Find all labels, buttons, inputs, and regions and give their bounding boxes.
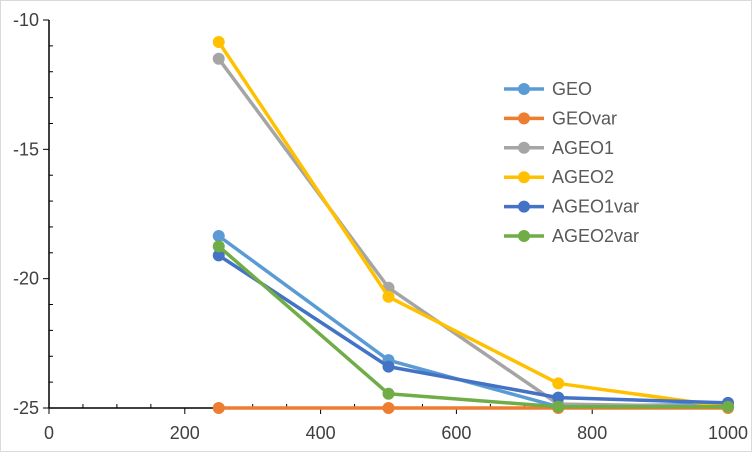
- x-tick-label: 400: [306, 423, 336, 443]
- data-point-ageo1var: [212, 249, 225, 262]
- x-tick-label: 200: [170, 423, 200, 443]
- series-line-ageo2var: [217, 245, 728, 409]
- data-point-ageo2var: [552, 400, 565, 413]
- data-point-ageo2var: [722, 400, 734, 413]
- y-tick-label: -25: [13, 398, 39, 418]
- data-point-ageo2: [382, 290, 395, 303]
- data-point-ageo2: [552, 377, 565, 390]
- data-point-ageo1: [212, 52, 225, 65]
- legend-label-ageo2: AGEO2: [552, 167, 614, 187]
- legend-swatch-marker-ageo2: [518, 171, 530, 184]
- data-point-ageo1var: [552, 391, 565, 404]
- series-line-ageo1: [217, 57, 729, 409]
- legend-swatch-marker-geo: [518, 83, 530, 95]
- legend-swatch-marker-ageo2var: [518, 230, 530, 242]
- data-point-ageo2var: [382, 387, 395, 400]
- legend-swatch-marker-ageo1var: [518, 200, 530, 213]
- y-tick-label: -15: [13, 139, 39, 159]
- data-point-ageo2: [212, 35, 225, 48]
- legend-label-geo: GEO: [552, 79, 592, 99]
- y-tick-label: -10: [13, 10, 39, 30]
- x-tick-label: 1000: [708, 423, 748, 443]
- series-line-ageo1var: [217, 253, 729, 405]
- plot-area: [212, 35, 734, 414]
- y-tick-label: -20: [13, 269, 39, 289]
- data-point-geo: [212, 229, 225, 242]
- x-tick-label: 600: [441, 423, 471, 443]
- legend-label-ageo1var: AGEO1var: [552, 197, 639, 217]
- data-point-geovar: [212, 402, 225, 414]
- legend: GEO GEOvar AGEO1 AGEO2 AGEO1var AGEO2var: [504, 79, 639, 246]
- legend-label-ageo2var: AGEO2var: [552, 226, 639, 246]
- legend-swatch-marker-ageo1: [518, 141, 530, 154]
- data-point-geovar: [382, 402, 395, 414]
- axes: -10 -15 -20 -250 200 400 600 800 1000: [13, 10, 748, 443]
- data-point-ageo1var: [382, 360, 395, 373]
- series-line-ageo2: [217, 41, 729, 409]
- data-point-ageo2var: [212, 240, 225, 253]
- legend-label-geovar: GEOvar: [552, 108, 617, 128]
- x-tick-label: 800: [577, 423, 607, 443]
- x-tick-label: 0: [44, 423, 54, 443]
- legend-swatch-marker-geovar: [518, 112, 530, 125]
- legend-label-ageo1: AGEO1: [552, 138, 614, 158]
